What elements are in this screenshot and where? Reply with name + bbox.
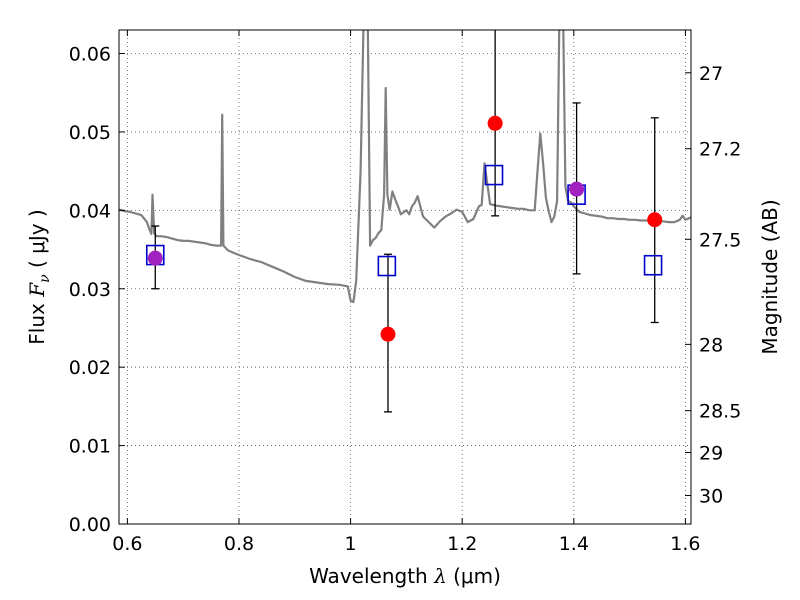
- y2-tick-label: 28: [699, 334, 723, 356]
- y-tick-label: 0.06: [69, 44, 111, 66]
- observed-point: [380, 326, 396, 342]
- y-axis-title: Flux Fν ( μJy ): [25, 209, 53, 344]
- observed-point: [569, 181, 585, 197]
- y-tick-label: 0.02: [69, 357, 111, 379]
- x-tick-label: 1: [345, 533, 357, 555]
- y-tick-label: 0.04: [69, 200, 111, 222]
- y2-axis-title: Magnitude (AB): [758, 199, 782, 354]
- model-point: [377, 255, 397, 277]
- x-axis-title: Wavelength λ (μm): [309, 564, 501, 588]
- y-tick-label: 0.01: [69, 436, 111, 458]
- y2-tick-label: 27: [699, 63, 723, 85]
- plot-frame: [118, 29, 692, 525]
- model-point: [643, 254, 663, 276]
- spectrum-line: [119, 30, 691, 304]
- observed-point: [487, 115, 503, 131]
- y-tick-label: 0.03: [69, 279, 111, 301]
- x-tick-label: 1.6: [670, 533, 700, 555]
- y2-tick-label: 28.5: [699, 401, 741, 423]
- y2-tick-label: 27.2: [699, 139, 741, 161]
- grid: [119, 30, 691, 524]
- data-layer: [119, 30, 691, 413]
- x-tick-label: 0.8: [224, 533, 254, 555]
- plot-background: [119, 30, 691, 524]
- x-tick-label: 0.6: [112, 533, 142, 555]
- y2-tick-label: 30: [699, 486, 723, 508]
- model-point: [484, 164, 504, 186]
- x-tick-label: 1.2: [447, 533, 477, 555]
- observed-point: [647, 212, 663, 228]
- observed-point: [147, 250, 163, 266]
- y2-tick-label: 29: [699, 442, 723, 464]
- y-tick-label: 0.05: [69, 122, 111, 144]
- ticks: 0.6 0.8 1 1.2 1.4 1.6 0.00 0.01 0.02 0.03 0.04 0.05…: [69, 30, 741, 555]
- y2-tick-label: 27.5: [699, 229, 741, 251]
- x-tick-label: 1.4: [559, 533, 589, 555]
- y-tick-label: 0.00: [69, 514, 111, 536]
